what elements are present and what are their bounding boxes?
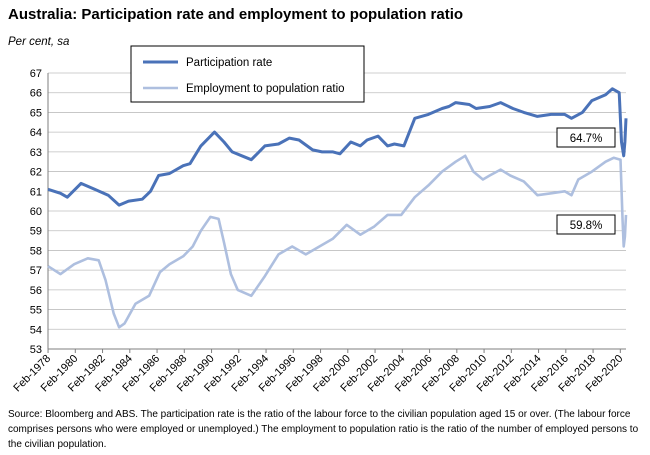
y-tick-label: 61 bbox=[30, 186, 42, 198]
y-tick-label: 59 bbox=[30, 226, 42, 238]
y-tick-label: 54 bbox=[30, 324, 42, 336]
y-tick-label: 60 bbox=[30, 206, 42, 218]
legend-label-1: Participation rate bbox=[186, 57, 272, 69]
y-tick-label: 66 bbox=[30, 88, 42, 100]
legend-box bbox=[130, 45, 365, 103]
source-note: Source: Bloomberg and ABS. The participa… bbox=[8, 409, 639, 450]
y-axis-ticks: 53 54 55 56 57 58 59 60 61 62 63 64 65 66 67 bbox=[30, 68, 42, 356]
y-tick-label: 62 bbox=[30, 167, 42, 179]
series-line-2 bbox=[47, 154, 628, 329]
x-axis-ticks: Feb-1978Feb-1980Feb-1982Feb-1984Feb-1986… bbox=[11, 349, 625, 394]
y-tick-label: 64 bbox=[30, 127, 42, 139]
y-unit-label: Per cent, sa bbox=[8, 36, 70, 48]
legend: Participation rate Employment to populati… bbox=[130, 45, 365, 103]
y-tick-label: 63 bbox=[30, 147, 42, 159]
line-chart: 53 54 55 56 57 58 59 60 61 62 63 64 65 66 67 Feb-1978F… bbox=[11, 45, 628, 394]
annotation-box-2 bbox=[556, 214, 616, 235]
y-tick-label: 57 bbox=[30, 265, 42, 277]
y-tick-label: 67 bbox=[30, 68, 42, 80]
chart-title: Australia: Participation rate and employ… bbox=[8, 6, 464, 23]
legend-label-2: Employment to population ratio bbox=[186, 83, 345, 95]
annotation-label-1: 64.7% bbox=[570, 133, 603, 145]
y-tick-label: 55 bbox=[30, 305, 42, 317]
series-lines bbox=[47, 87, 628, 329]
axes bbox=[47, 73, 626, 350]
y-tick-label: 58 bbox=[30, 245, 42, 257]
y-tick-label: 53 bbox=[30, 344, 42, 356]
y-tick-label: 56 bbox=[30, 285, 42, 297]
annotations: 64.7% 59.8% bbox=[556, 127, 616, 235]
series-line-1 bbox=[47, 87, 628, 207]
y-tick-label: 65 bbox=[30, 107, 42, 119]
annotation-box-1 bbox=[556, 127, 616, 148]
annotation-label-2: 59.8% bbox=[570, 220, 603, 232]
